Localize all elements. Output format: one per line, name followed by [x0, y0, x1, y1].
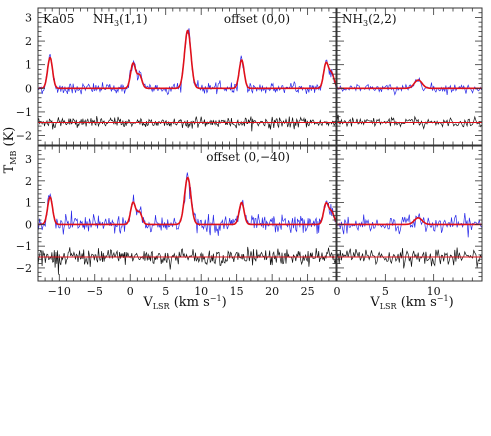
y-axis-label-sub: MB	[9, 151, 18, 165]
panel-bottom-right: 0 5 10	[334, 145, 483, 298]
observed-spectrum	[337, 77, 482, 96]
panel-top-left: −2 −1 0 1 2 3 Ka05 NH3(1,1) offset (0,0)	[16, 7, 337, 146]
residual-spectrum	[38, 116, 336, 132]
x-tick-label: −5	[87, 285, 103, 298]
panel-frame	[336, 7, 483, 146]
x-tick-label: 0	[334, 285, 341, 298]
x-tick-label: 20	[265, 285, 279, 298]
annotation-transition: NH3(2,2)	[342, 12, 397, 28]
x-axis-label-right: VLSR (km s−1)	[369, 294, 453, 311]
fit-model	[337, 217, 482, 226]
x-tick-label: 5	[382, 285, 389, 298]
x-tick-label: 25	[301, 285, 315, 298]
plot-area	[38, 172, 336, 275]
x-tick-label: 10	[194, 285, 208, 298]
x-tick-label: −10	[48, 285, 71, 298]
plot-area	[337, 212, 482, 269]
y-tick-label: 3	[25, 11, 32, 24]
y-tick-label: 1	[25, 59, 32, 72]
x-axis-label-left: VLSR (km s−1)	[142, 294, 226, 311]
y-tick-label: 2	[25, 175, 32, 188]
y-tick-label: 1	[25, 197, 32, 210]
y-tick-label: 3	[25, 153, 32, 166]
panel-top-right: NH3(2,2)	[336, 7, 483, 146]
x-tick-label: 10	[427, 285, 441, 298]
y-axis-label: TMB (K)	[2, 127, 18, 174]
annotation-source: Ka05	[43, 12, 74, 26]
y-tick-label: −1	[16, 240, 32, 253]
fit-model	[38, 176, 336, 226]
x-tick-label: 0	[127, 285, 134, 298]
panel-frame	[37, 145, 337, 282]
y-tick-label: −1	[16, 106, 32, 119]
plot-area	[38, 28, 336, 132]
x-tick-label: 15	[230, 285, 244, 298]
x-tick-label: 5	[162, 285, 169, 298]
plot-area	[337, 77, 482, 130]
annotation-offset: offset (0,−40)	[206, 150, 290, 164]
residual-spectrum	[337, 114, 482, 130]
y-tick-label: 0	[25, 218, 32, 231]
y-tick-label: 2	[25, 35, 32, 48]
y-tick-label: −2	[16, 262, 32, 275]
fit-model	[337, 79, 482, 90]
annotation-transition: NH3(1,1)	[93, 12, 148, 28]
y-tick-label: −2	[16, 130, 32, 143]
panel-frame	[336, 145, 483, 282]
annotation-offset: offset (0,0)	[224, 12, 290, 26]
fit-model	[38, 29, 336, 90]
residual-spectrum	[337, 247, 482, 269]
observed-spectrum	[38, 28, 336, 96]
residual-spectrum	[38, 246, 336, 275]
y-tick-label: 0	[25, 82, 32, 95]
